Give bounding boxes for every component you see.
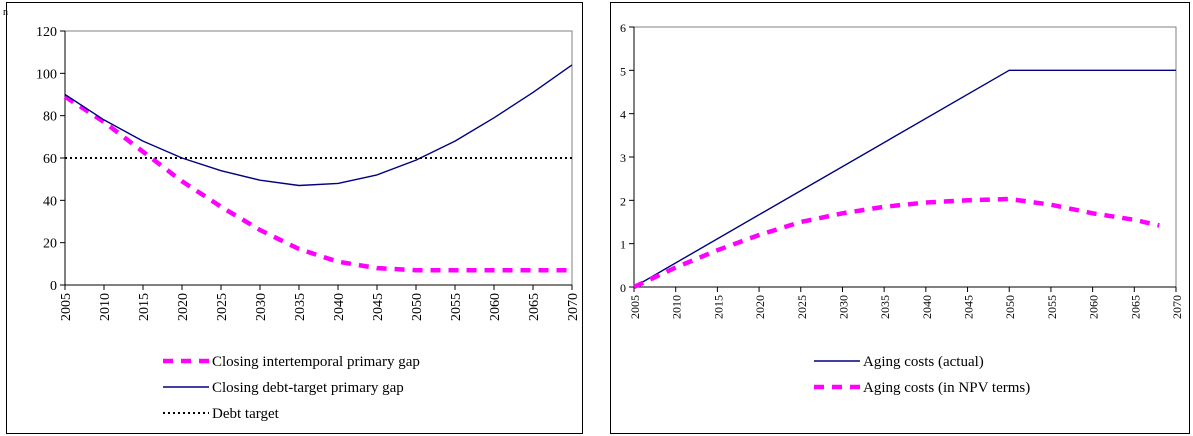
x-tick-label: 2050 (1003, 295, 1017, 319)
plot-area (633, 26, 1177, 288)
x-tick-label: 2070 (566, 293, 581, 321)
y-tick-label: 120 (36, 25, 57, 40)
y-tick-label: 3 (620, 151, 626, 165)
corner-mark: n (3, 7, 8, 18)
y-tick-label: 0 (620, 281, 626, 295)
left-chart-panel: 0 20 40 60 80 100 120 2005 2010 2015 2020 2025 2030 2… (6, 2, 583, 434)
legend-label: Closing intertemporal primary gap (212, 354, 420, 370)
y-tick-label: 4 (620, 108, 626, 122)
x-tick-label: 2065 (1128, 295, 1142, 319)
y-tick-label: 6 (620, 21, 626, 35)
y-tick-label: 5 (620, 64, 626, 78)
x-tick-label: 2025 (215, 293, 230, 321)
x-tick-label: 2005 (628, 295, 642, 319)
x-tick-label: 2010 (98, 293, 113, 321)
x-tick-label: 2015 (137, 293, 152, 321)
x-tick-label: 2010 (670, 295, 684, 319)
y-tick-label: 40 (43, 194, 57, 209)
y-tick-label: 0 (50, 279, 57, 294)
y-tick-label: 20 (43, 237, 57, 252)
y-tick-label: 100 (36, 67, 57, 82)
series-line-2 (633, 196, 1160, 290)
x-tick-label: 2060 (1087, 295, 1101, 319)
legend-label: Aging costs (actual) (863, 354, 984, 370)
x-tick-label: 2070 (1170, 295, 1184, 319)
x-tick-label: 2065 (527, 293, 542, 321)
x-tick-label: 2020 (176, 293, 191, 321)
x-tick-label: 2045 (371, 293, 386, 321)
x-tick-label: 2040 (920, 295, 934, 319)
x-tick-label: 2025 (795, 295, 809, 319)
right-chart: 0 1 2 3 4 5 6 2005 2010 2015 2020 2025 2030 2035 2040 2… (620, 21, 1184, 396)
x-tick-label: 2055 (449, 293, 464, 321)
x-tick-label: 2030 (254, 293, 269, 321)
right-chart-panel: 0 1 2 3 4 5 6 2005 2010 2015 2020 2025 2030 2035 2040 2… (610, 2, 1190, 434)
x-tick-label: 2020 (753, 295, 767, 319)
series-line-2 (64, 64, 573, 187)
y-tick-label: 2 (620, 194, 626, 208)
legend-label: Aging costs (in NPV terms) (863, 380, 1030, 396)
x-tick-label: 2040 (332, 293, 347, 321)
series-line-1 (63, 94, 572, 273)
series-line-1 (633, 69, 1176, 288)
x-tick-label: 2035 (878, 295, 892, 319)
x-tick-label: 2055 (1045, 295, 1059, 319)
legend-label: Closing debt-target primary gap (212, 380, 404, 396)
x-tick-label: 2005 (59, 293, 74, 321)
x-tick-label: 2050 (410, 293, 425, 321)
y-tick-label: 1 (620, 238, 626, 252)
x-tick-label: 2060 (488, 293, 503, 321)
x-tick-label: 2035 (293, 293, 308, 321)
legend-label: Debt target (212, 406, 280, 422)
y-tick-label: 80 (43, 110, 57, 125)
y-tick-label: 60 (43, 152, 57, 167)
x-tick-label: 2045 (962, 295, 976, 319)
x-tick-label: 2015 (711, 295, 725, 319)
x-tick-label: 2030 (836, 295, 850, 319)
